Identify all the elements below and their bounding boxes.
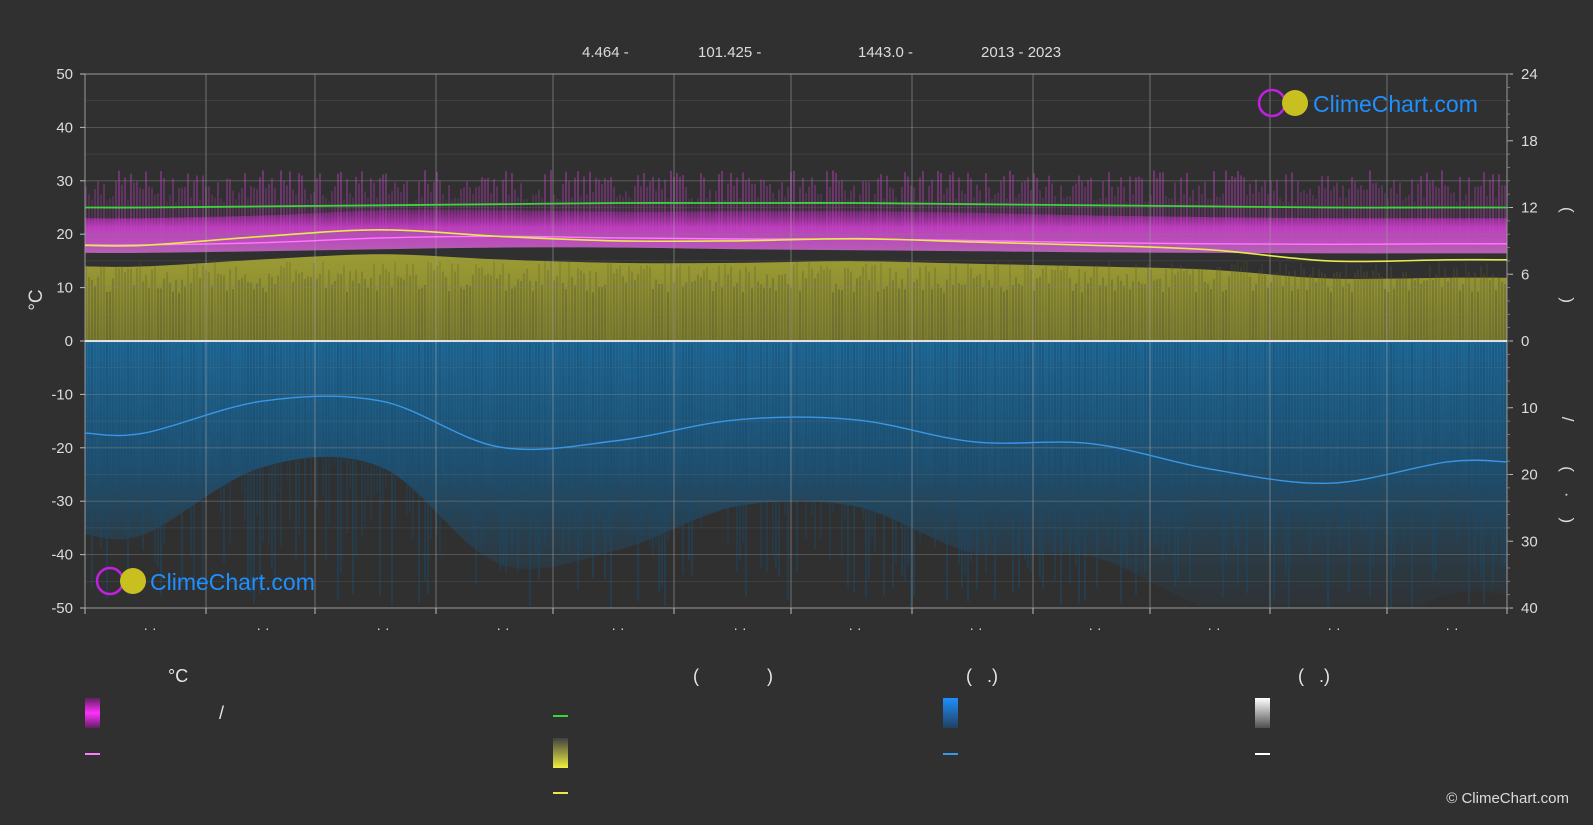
x-tick-label: · · [848,620,861,636]
precipitation-band [85,340,1507,608]
left-tick-label: 0 [65,333,73,350]
logo-sun-icon [1282,90,1308,116]
legend-sunshine-band-swatch [553,738,568,768]
logo-text: ClimeChart.com [1313,91,1478,117]
x-tick-label: · · [611,620,624,636]
precipitation-line [85,395,1507,484]
left-tick-label: -20 [51,440,73,457]
left-tick-label: -50 [51,600,73,617]
daylight-line [85,202,1507,209]
left-tick-label: 30 [56,173,73,190]
daily-variation-texture [85,170,1506,608]
copyright: © ClimeChart.com [1446,790,1569,807]
x-tick-label: · · [496,620,509,636]
x-tick-label: · · [143,620,156,636]
logo-ring-icon [95,566,125,596]
legend [85,698,1270,794]
legend-temperature-header: °C [168,666,189,686]
temperature-band [85,209,1507,254]
header-longitude: 101.425 - [698,44,762,61]
logo-sun-icon [120,568,146,594]
left-axis: 50 40 30 20 10 0 -10 -20 -30 -40 -50 [51,66,85,617]
header-years: 2013 - 2023 [981,44,1062,61]
legend-precipitation-band-swatch [943,698,958,728]
x-tick-label: · · [1207,620,1220,636]
x-tick-label: · · [1327,620,1340,636]
right-top-tick-label: 0 [1521,333,1529,350]
logo-bottom: ClimeChart.com [95,566,315,596]
right-top-tick-label: 18 [1521,133,1538,150]
logo-ring-icon [1257,88,1287,118]
right-bottom-tick-label: 30 [1521,533,1538,550]
header-latitude: 4.464 - [582,44,629,61]
right-top-tick-label: 6 [1521,266,1529,283]
left-tick-label: 50 [56,66,73,83]
x-tick-label: · · [1445,620,1458,636]
right-top-tick-label: 24 [1521,66,1538,83]
left-axis-label: °C [26,289,47,310]
right-bottom-tick-label: 20 [1521,467,1538,484]
x-tick-label: · · [1088,620,1101,636]
header-elevation: 1443.0 - [858,44,914,61]
right-bottom-axis-label: / (·) [1558,417,1577,543]
left-tick-label: -10 [51,386,73,403]
legend-temperature-band-swatch [85,698,100,728]
right-top-tick-label: 12 [1521,200,1538,217]
logo-text: ClimeChart.com [150,569,315,595]
x-tick-label: · · [969,620,982,636]
x-tick-label: · · [733,620,746,636]
legend-rain-header: ( .) [966,666,998,686]
legend-snow-band-swatch [1255,698,1270,728]
left-tick-label: 20 [56,226,73,243]
right-bottom-tick-label: 10 [1521,400,1538,417]
sunshine-line [85,228,1507,263]
legend-temperature-separator: / [219,703,225,723]
legend-sun-header-close: ) [767,666,773,686]
legend-snow-header: ( .) [1298,666,1330,686]
right-top-axis-label: ( ) [1558,207,1577,343]
x-axis: · · · · · · · · · · · · · · · · · · · · · · · · [84,608,1508,636]
left-tick-label: 40 [56,119,73,136]
x-tick-label: · · [256,620,269,636]
logo-top: ClimeChart.com [1257,88,1478,118]
sunshine-band [85,254,1507,341]
x-tick-label: · · [376,620,389,636]
left-tick-label: 10 [56,280,73,297]
left-tick-label: -30 [51,493,73,510]
right-bottom-tick-label: 40 [1521,600,1538,617]
left-tick-label: -40 [51,547,73,564]
legend-sun-header-open: ( [693,666,699,686]
right-axis: 24 18 12 6 0 10 20 30 40 [1507,66,1538,617]
